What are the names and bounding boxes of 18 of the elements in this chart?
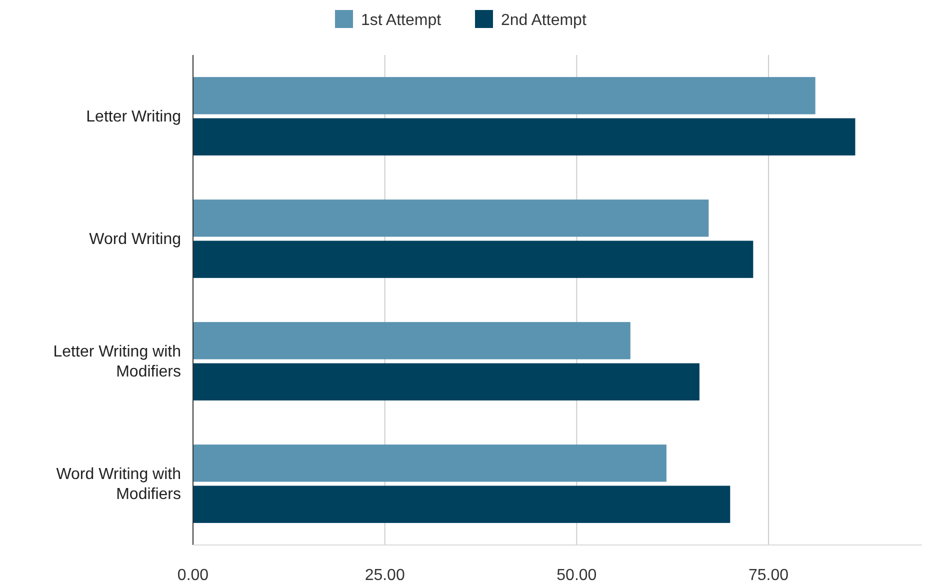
bar (193, 240, 754, 278)
y-tick-label: Word Writing (89, 230, 181, 248)
x-tick-label: 50.00 (556, 567, 597, 584)
bar (193, 118, 856, 156)
bar (193, 444, 666, 482)
bar (193, 200, 709, 237)
y-tick-label: Word Writing with Modifiers (56, 466, 181, 503)
x-tick-label: 75.00 (748, 567, 789, 584)
x-tick-label: 0.00 (177, 567, 209, 584)
bar (193, 77, 816, 114)
bar (193, 363, 700, 400)
y-tick-label: Letter Writing (86, 108, 181, 126)
legend-label: 1st Attempt (361, 12, 442, 29)
x-tick-label: 25.00 (364, 567, 405, 584)
legend-label: 2nd Attempt (501, 12, 587, 29)
bar (193, 322, 630, 360)
bar (193, 486, 730, 523)
y-tick-label: Letter Writing with Modifiers (53, 343, 181, 380)
